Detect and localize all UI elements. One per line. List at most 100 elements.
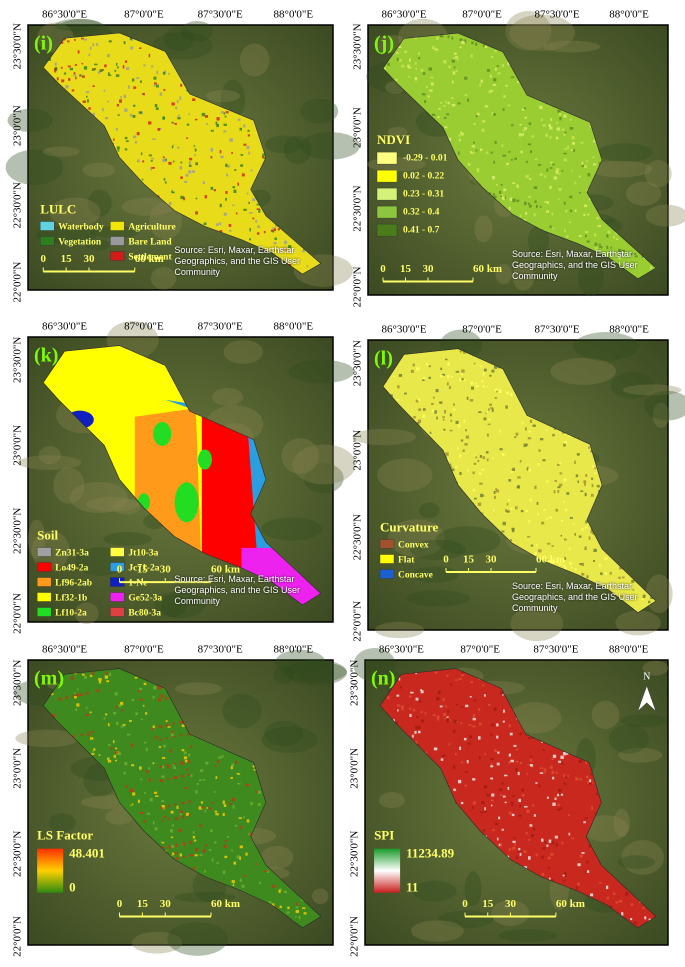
texture xyxy=(436,715,440,718)
legend-label: Jt10-3a xyxy=(128,549,158,559)
texture xyxy=(479,83,482,87)
terrain-patch xyxy=(617,855,656,870)
latitude-label: 22°30'0"N xyxy=(349,831,361,877)
texture xyxy=(578,191,581,194)
texture xyxy=(166,777,169,781)
texture xyxy=(572,149,576,152)
texture xyxy=(525,831,528,835)
texture xyxy=(404,50,408,53)
texture xyxy=(531,135,535,138)
scale-label: 0 xyxy=(462,898,468,910)
texture xyxy=(650,266,652,269)
texture xyxy=(243,124,246,128)
texture xyxy=(472,725,476,728)
texture xyxy=(515,432,519,436)
texture xyxy=(232,204,235,207)
texture xyxy=(63,72,67,75)
texture xyxy=(505,405,508,409)
texture xyxy=(494,397,497,399)
texture xyxy=(107,757,110,760)
texture xyxy=(222,870,226,874)
texture xyxy=(564,873,567,877)
legend-swatch xyxy=(36,592,52,602)
texture xyxy=(246,819,250,823)
texture xyxy=(414,61,417,65)
texture xyxy=(455,70,458,72)
texture xyxy=(178,829,182,832)
texture xyxy=(195,118,198,121)
texture xyxy=(445,452,449,456)
texture xyxy=(161,804,165,808)
texture xyxy=(159,738,162,741)
texture xyxy=(241,884,245,888)
texture xyxy=(591,483,594,488)
texture xyxy=(249,832,253,836)
texture xyxy=(132,104,136,107)
texture xyxy=(508,848,512,851)
texture xyxy=(452,71,456,75)
terrain-patch xyxy=(5,149,64,185)
texture xyxy=(179,166,183,170)
texture xyxy=(531,833,534,838)
texture xyxy=(511,803,514,807)
panel-label: (j) xyxy=(374,33,394,55)
texture xyxy=(594,812,597,814)
texture xyxy=(449,386,451,389)
texture xyxy=(542,847,546,850)
texture xyxy=(539,772,544,774)
texture xyxy=(103,89,106,92)
texture xyxy=(446,674,449,677)
texture xyxy=(464,443,468,446)
texture xyxy=(116,104,120,107)
terrain-patch xyxy=(509,702,562,734)
longitude-label: 88°0'0"E xyxy=(609,644,649,656)
texture xyxy=(396,704,401,707)
texture xyxy=(383,67,386,71)
texture xyxy=(443,59,447,64)
texture xyxy=(488,89,492,94)
texture xyxy=(196,782,199,785)
texture xyxy=(117,148,120,152)
texture xyxy=(503,709,505,713)
texture xyxy=(175,843,178,848)
texture xyxy=(210,186,214,190)
texture xyxy=(68,78,71,81)
texture xyxy=(54,62,57,66)
source-box: Source: Esri, Maxar, Earthstar Geographi… xyxy=(512,249,638,281)
legend-swatch xyxy=(40,221,55,231)
terrain-patch xyxy=(261,517,322,541)
source-box: Source: Esri, Maxar, Earthstar Geographi… xyxy=(512,581,638,613)
texture xyxy=(162,156,165,159)
texture xyxy=(561,170,564,172)
texture xyxy=(622,249,626,252)
texture xyxy=(208,848,212,851)
legend-label: Lf10-2a xyxy=(55,609,87,619)
texture xyxy=(204,195,207,199)
texture xyxy=(440,101,442,104)
texture xyxy=(82,100,87,103)
texture xyxy=(548,866,550,870)
texture xyxy=(152,695,155,699)
texture xyxy=(246,192,249,195)
study-area-outline xyxy=(379,668,657,929)
texture xyxy=(468,724,472,726)
texture xyxy=(532,827,535,831)
texture xyxy=(295,906,299,909)
texture xyxy=(502,453,505,457)
texture xyxy=(556,127,561,131)
texture xyxy=(525,509,529,513)
texture xyxy=(588,446,590,449)
texture xyxy=(577,863,581,867)
texture xyxy=(463,350,466,354)
texture xyxy=(154,104,158,108)
texture xyxy=(558,788,562,792)
terrain-patch xyxy=(48,813,76,833)
texture xyxy=(166,765,169,769)
texture xyxy=(199,824,203,828)
study-area-outline xyxy=(382,348,657,613)
texture xyxy=(451,376,454,378)
texture xyxy=(92,112,95,117)
texture xyxy=(152,725,155,728)
texture xyxy=(491,369,495,373)
texture xyxy=(479,455,482,458)
